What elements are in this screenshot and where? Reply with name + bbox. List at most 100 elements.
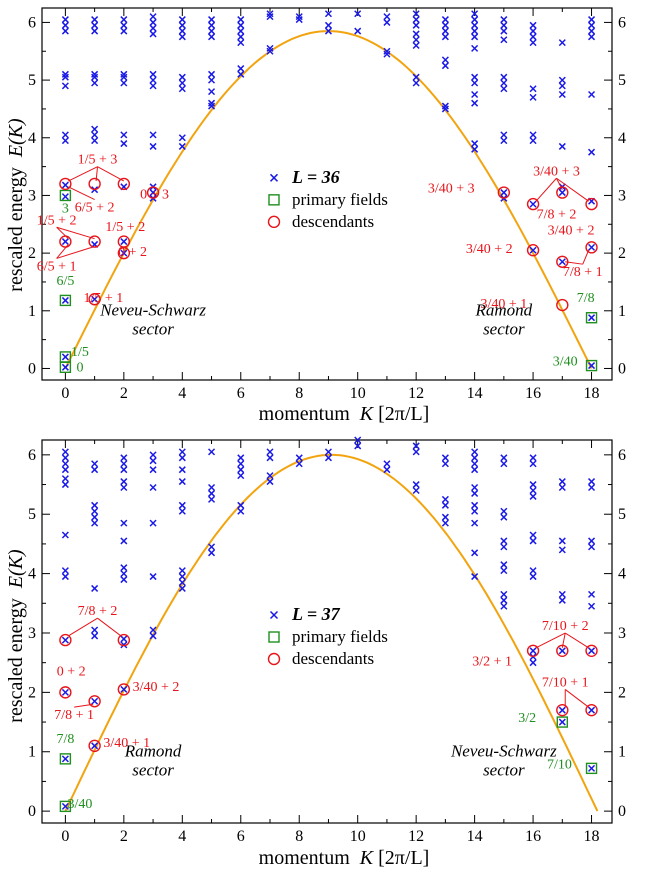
- annotation-pointer: [582, 250, 590, 265]
- data-point-cross: [237, 16, 245, 24]
- data-point-cross: [500, 21, 508, 29]
- data-point-cross: [178, 578, 186, 587]
- data-point-cross: [588, 537, 596, 545]
- annotation-label: 3/40 + 3: [533, 164, 580, 179]
- data-point-cross: [120, 478, 128, 486]
- data-point-cross: [441, 105, 449, 113]
- x-tick-label: 14: [467, 828, 483, 845]
- data-point-cross: [558, 76, 566, 84]
- data-point-cross: [471, 489, 479, 497]
- annotation-label: 1/5 + 1: [83, 291, 123, 306]
- data-point-cross: [441, 62, 449, 70]
- data-point-cross: [237, 27, 245, 35]
- data-point-cross: [471, 99, 479, 107]
- data-point-cross: [178, 16, 186, 24]
- data-point-cross: [149, 632, 157, 640]
- data-point-cross: [91, 73, 99, 81]
- data-point-cross: [91, 16, 99, 24]
- descendant-marker: [585, 703, 598, 717]
- data-point-cross: [149, 82, 157, 90]
- legend-square-icon: [268, 194, 280, 206]
- data-point-cross: [120, 537, 128, 545]
- primary-field-marker: [556, 716, 569, 728]
- y-tick-label: 2: [28, 684, 36, 701]
- data-point-cross: [91, 21, 99, 29]
- chart-panel-top: rescaled energy E(K) momentum K [2π/L] 0…: [5, 7, 626, 425]
- data-point-cross: [471, 466, 479, 474]
- data-point-cross: [178, 507, 186, 515]
- data-point-cross: [208, 489, 216, 497]
- data-point-cross: [61, 466, 69, 474]
- data-point-cross: [383, 47, 391, 55]
- x-axis-title-bottom: momentum K [2π/L]: [259, 847, 430, 869]
- data-point-cross: [558, 596, 566, 604]
- x-axis-title-top: momentum K [2π/L]: [259, 403, 430, 425]
- data-point-cross: [120, 454, 128, 462]
- legend-item-primary: primary fields: [292, 627, 388, 646]
- descendant-marker: [59, 633, 72, 647]
- data-point-cross: [120, 466, 128, 474]
- data-point-cross: [91, 742, 99, 750]
- legend-title: L = 36: [291, 167, 340, 187]
- data-point-cross: [178, 573, 186, 581]
- legend-circle-icon: [267, 652, 281, 666]
- annotation-pointer: [68, 617, 98, 637]
- data-point-cross: [61, 82, 69, 90]
- data-point-cross: [471, 79, 479, 87]
- legend-item-descendant: descendants: [292, 212, 374, 231]
- data-point-cross: [529, 21, 537, 29]
- data-point-cross: [441, 495, 449, 503]
- data-point-cross: [149, 70, 157, 78]
- data-point-cross: [61, 296, 69, 304]
- y-tick-label: 6: [28, 14, 36, 31]
- data-point-cross: [91, 295, 99, 303]
- data-point-cross: [500, 73, 508, 81]
- data-point-cross: [149, 142, 157, 150]
- data-point-cross: [178, 21, 186, 29]
- annotation-pointer: [97, 166, 125, 182]
- data-point-cross: [412, 21, 420, 29]
- data-point-cross: [441, 501, 449, 509]
- data-point-cross: [61, 27, 69, 35]
- data-point-cross: [208, 33, 216, 41]
- data-point-cross: [149, 573, 157, 581]
- data-point-cross: [500, 137, 508, 145]
- data-point-cross: [471, 140, 479, 148]
- plot-frame: [41, 7, 613, 381]
- data-point-cross: [441, 27, 449, 35]
- data-point-cross: [441, 519, 449, 527]
- y-tick-label-right: 5: [618, 506, 626, 523]
- data-point-cross: [61, 238, 69, 246]
- annotation-pointer: [56, 226, 69, 240]
- data-point-cross: [91, 584, 99, 592]
- data-point-cross: [324, 27, 332, 35]
- descendant-marker: [556, 703, 569, 717]
- data-point-cross: [529, 93, 537, 101]
- data-point-cross: [412, 36, 420, 44]
- data-point-cross: [324, 10, 332, 18]
- data-point-cross: [354, 10, 362, 18]
- data-point-cross: [324, 448, 332, 456]
- data-point-cross: [500, 561, 508, 569]
- x-tick-label: 2: [120, 828, 128, 845]
- data-point-cross: [529, 131, 537, 139]
- data-point-cross: [266, 47, 274, 55]
- data-point-cross: [412, 41, 420, 50]
- data-point-cross: [120, 73, 128, 81]
- y-tick-label: 0: [28, 360, 36, 377]
- descendant-marker: [556, 298, 569, 312]
- data-point-cross: [558, 546, 566, 554]
- descendant-marker: [59, 177, 72, 191]
- annotation-label: 0 + 2: [57, 665, 86, 680]
- annotation-label: 7/8 + 2: [78, 604, 118, 619]
- legend-item-descendant: descendants: [292, 649, 374, 668]
- data-point-cross: [208, 70, 216, 78]
- annotation-label: 7/10 + 2: [542, 619, 589, 634]
- data-point-cross: [178, 501, 186, 509]
- data-point-cross: [237, 39, 245, 47]
- data-point-cross: [120, 238, 128, 246]
- y-tick-label: 1: [28, 744, 36, 761]
- data-point-cross: [471, 501, 479, 509]
- data-point-cross: [61, 181, 69, 189]
